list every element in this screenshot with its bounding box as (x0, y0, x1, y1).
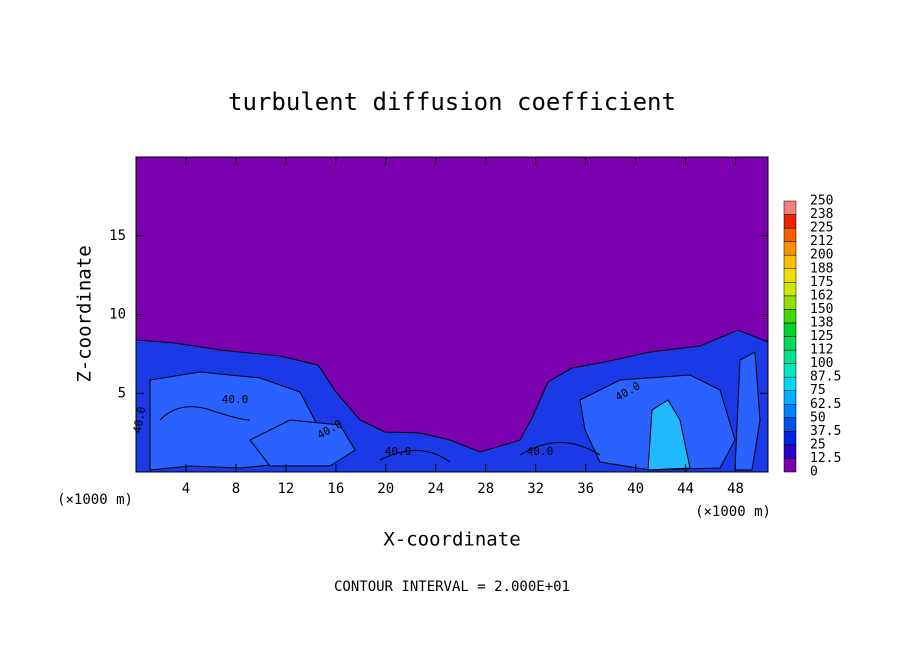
colorbar-label: 50 (810, 410, 826, 425)
colorbar-band (783, 390, 797, 405)
colorbar-band (783, 268, 797, 283)
x-tick-label: 28 (477, 481, 494, 497)
contour-region (647, 399, 691, 471)
contour-line (159, 406, 601, 463)
x-unit-label: (×1000 m) (695, 504, 771, 520)
colorbar-band (783, 376, 797, 391)
colorbar-band (783, 363, 797, 378)
y-axis-label: Z-coordinate (74, 245, 96, 382)
x-tick-label: 40 (627, 481, 644, 497)
colorbar-label: 87.5 (810, 370, 841, 385)
colorbar-band (783, 282, 797, 297)
x-tick-label: 36 (577, 481, 594, 497)
colorbar-label: 125 (810, 329, 833, 344)
colorbar-band (783, 200, 797, 215)
colorbar-label: 250 (810, 194, 833, 209)
colorbar-label: 37.5 (810, 424, 841, 439)
colorbar-band (783, 417, 797, 432)
contour-field (135, 157, 769, 473)
colorbar-label: 62.5 (810, 397, 841, 412)
contour-label: 40.0 (222, 393, 249, 406)
colorbar-label: 150 (810, 302, 833, 317)
x-tick-label: 44 (677, 481, 694, 497)
y-tick-label: 15 (109, 228, 126, 244)
chart-title: turbulent diffusion coefficient (228, 88, 676, 116)
colorbar-label: 225 (810, 221, 833, 236)
x-tick-label: 20 (377, 481, 394, 497)
x-tick-label: 24 (427, 481, 444, 497)
colorbar-band (783, 404, 797, 419)
colorbar-label: 175 (810, 275, 833, 290)
colorbar-label: 75 (810, 383, 826, 398)
x-tick-label: 12 (277, 481, 294, 497)
colorbar-label: 112 (810, 343, 833, 358)
x-tick-label: 4 (182, 481, 190, 497)
colorbar-label: 12.5 (810, 451, 841, 466)
colorbar-label: 100 (810, 356, 833, 371)
colorbar-band (783, 214, 797, 229)
contour-label: 40.0 (131, 406, 148, 434)
colorbar-label: 238 (810, 207, 833, 222)
colorbar-band (783, 227, 797, 242)
x-unit-label: (×1000 m) (57, 492, 133, 508)
contour-region (249, 419, 356, 467)
x-tick-label: 48 (727, 481, 744, 497)
x-tick-label: 8 (232, 481, 240, 497)
footer: CONTOUR INTERVAL = 2.000E+01 (334, 579, 570, 595)
colorbar-label: 162 (810, 288, 833, 303)
x-tick-label: 16 (327, 481, 344, 497)
x-axis-label: X-coordinate (383, 529, 520, 551)
colorbar-band (783, 254, 797, 269)
colorbar-label: 138 (810, 315, 833, 330)
contour-label: 40.0 (385, 445, 412, 458)
colorbar-label: 188 (810, 261, 833, 276)
colorbar-band (783, 458, 797, 473)
colorbar-band (783, 431, 797, 446)
colorbar-label: 0 (810, 465, 818, 480)
colorbar-band (783, 295, 797, 310)
contour-label: 40.0 (527, 445, 554, 458)
colorbar-band (783, 241, 797, 256)
contour-region (734, 351, 761, 471)
y-tick-label: 10 (109, 307, 126, 323)
colorbar-band (783, 322, 797, 337)
colorbar-band (783, 336, 797, 351)
y-tick-label: 5 (118, 385, 126, 401)
colorbar-label: 212 (810, 234, 833, 249)
colorbar-band (783, 349, 797, 364)
x-tick-label: 32 (527, 481, 544, 497)
colorbar-label: 25 (810, 437, 826, 452)
colorbar-band (783, 309, 797, 324)
colorbar-label: 200 (810, 248, 833, 263)
colorbar-band (783, 444, 797, 459)
